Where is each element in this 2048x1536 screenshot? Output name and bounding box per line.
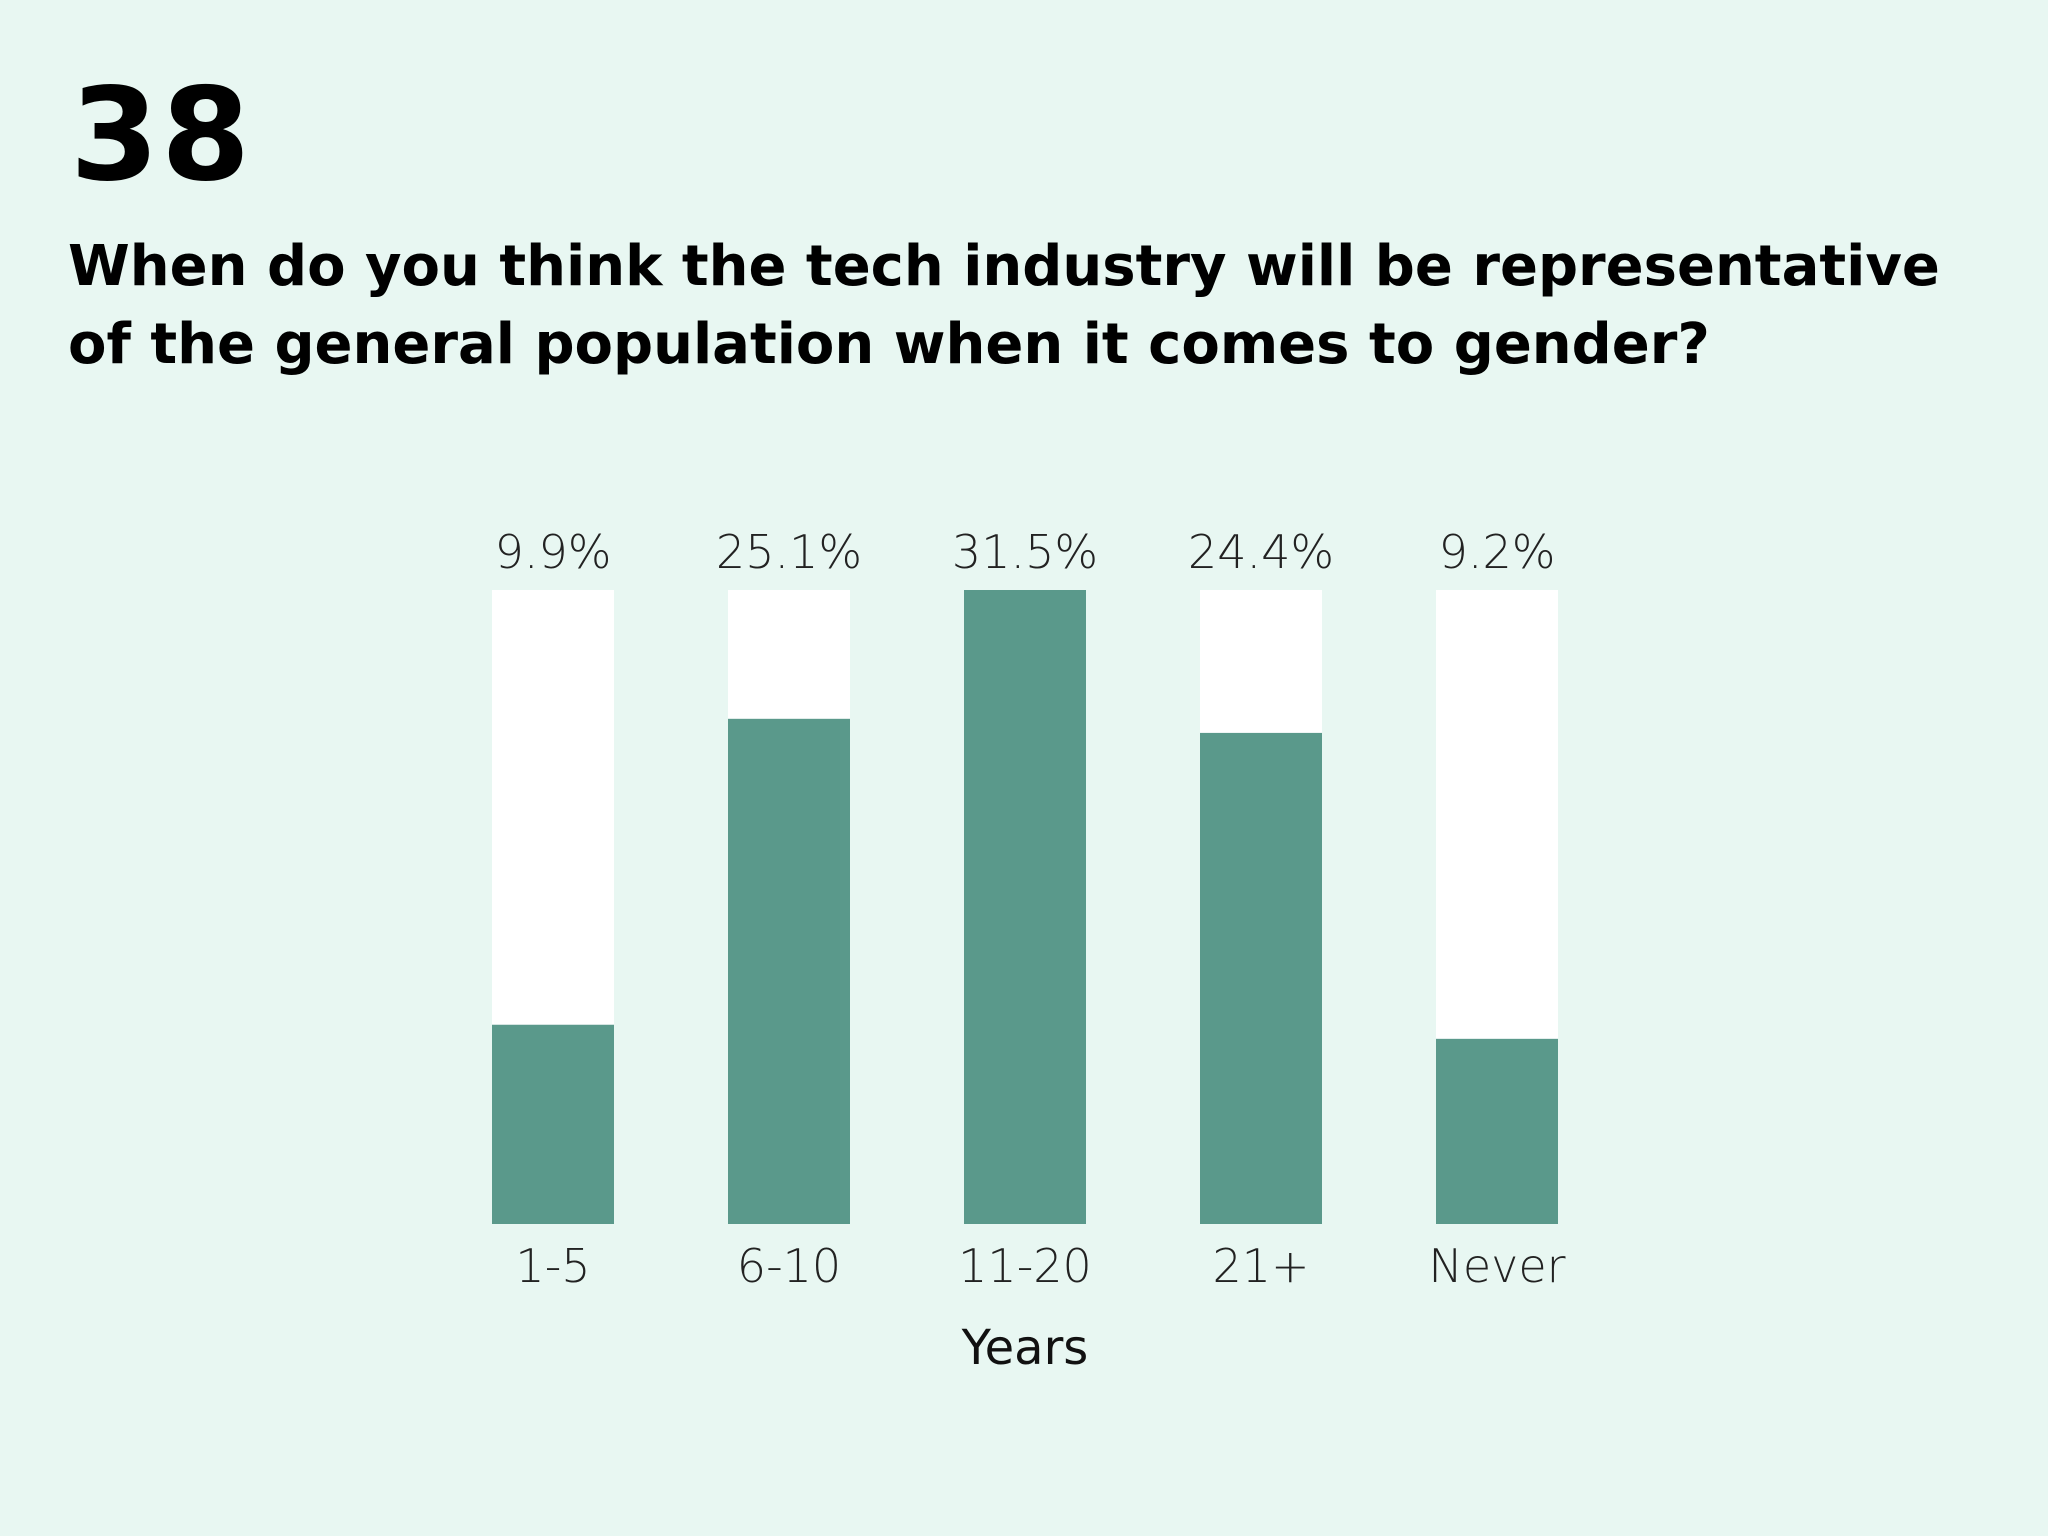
value-label-4: 9.2% (1439, 525, 1556, 579)
page-number: 38 (70, 61, 253, 210)
bar-3 (1200, 732, 1322, 1224)
bar-1 (728, 718, 850, 1224)
value-label-0: 9.9% (495, 525, 612, 579)
value-label-1: 25.1% (716, 525, 862, 579)
tick-label-1: 6-10 (737, 1239, 841, 1293)
bar-2 (964, 590, 1086, 1224)
tick-label-0: 1-5 (515, 1239, 590, 1293)
tick-label-2: 11-20 (958, 1239, 1092, 1293)
value-label-3: 24.4% (1188, 525, 1334, 579)
tick-label-4: Never (1428, 1239, 1565, 1293)
question-title: When do you think the tech industry will… (68, 234, 1940, 377)
x-axis-title: Years (961, 1320, 1089, 1376)
value-label-2: 31.5% (952, 525, 1098, 579)
bar-0 (492, 1024, 614, 1224)
tick-label-3: 21+ (1212, 1239, 1309, 1293)
bar-4 (1436, 1038, 1558, 1224)
